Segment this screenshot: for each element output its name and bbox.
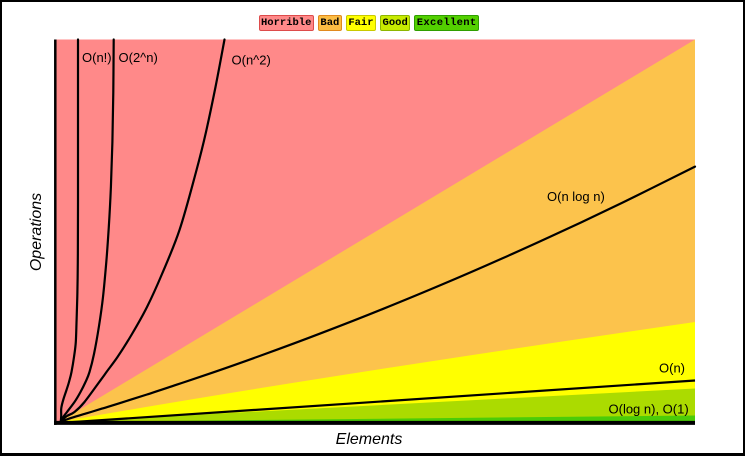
svg-text:O(n!): O(n!) <box>82 50 112 65</box>
svg-text:O(n log n): O(n log n) <box>547 189 605 204</box>
svg-text:O(n^2): O(n^2) <box>232 53 271 68</box>
svg-text:O(log n), O(1): O(log n), O(1) <box>609 402 689 417</box>
svg-text:O(2^n): O(2^n) <box>119 50 158 65</box>
svg-text:O(n): O(n) <box>659 361 685 376</box>
